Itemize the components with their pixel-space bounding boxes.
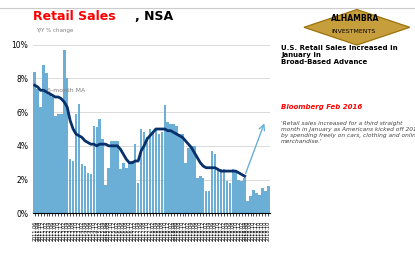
Bar [155, 129, 157, 213]
Bar [78, 104, 80, 213]
Bar [264, 191, 266, 213]
Bar [164, 106, 166, 213]
Bar [42, 65, 45, 213]
Bar [193, 146, 195, 213]
Bar [105, 185, 107, 213]
Bar [237, 179, 240, 213]
Bar [217, 170, 219, 213]
Bar [75, 114, 77, 213]
Bar [60, 114, 63, 213]
Bar [211, 151, 213, 213]
Bar [232, 170, 234, 213]
Bar [39, 107, 42, 213]
Bar [87, 173, 89, 213]
Bar [172, 124, 175, 213]
Bar [107, 168, 110, 213]
Bar [261, 188, 264, 213]
Bar [249, 196, 252, 213]
Bar [66, 79, 68, 213]
Bar [122, 163, 124, 213]
Bar [101, 139, 104, 213]
Bar [146, 138, 148, 213]
Bar [90, 174, 92, 213]
Bar [223, 170, 225, 213]
Bar [72, 161, 74, 213]
Bar [267, 186, 269, 213]
Bar [234, 171, 237, 213]
Bar [226, 181, 228, 213]
Text: U.S. Retail Sales Increased in January in
Broad-Based Advance: U.S. Retail Sales Increased in January i… [281, 45, 398, 65]
Bar [113, 141, 116, 213]
Bar [98, 119, 101, 213]
Bar [57, 114, 60, 213]
Bar [119, 170, 122, 213]
Bar [208, 191, 210, 213]
Text: INVESTMENTS: INVESTMENTS [331, 29, 376, 34]
Bar [220, 170, 222, 213]
Bar [166, 122, 169, 213]
Bar [149, 129, 151, 213]
Bar [169, 124, 172, 213]
Bar [229, 183, 231, 213]
Bar [51, 97, 54, 213]
Bar [187, 147, 190, 213]
Bar [131, 161, 134, 213]
Text: ALHAMBRA: ALHAMBRA [331, 14, 380, 23]
Bar [181, 134, 184, 213]
Bar [37, 89, 39, 213]
Bar [202, 178, 205, 213]
Bar [255, 193, 258, 213]
Bar [158, 134, 160, 213]
Bar [247, 202, 249, 213]
Bar [252, 190, 255, 213]
Bar [134, 144, 137, 213]
Bar [143, 132, 145, 213]
Bar [54, 115, 56, 213]
Polygon shape [304, 10, 410, 45]
Text: Bloomberg Feb 2016: Bloomberg Feb 2016 [281, 103, 362, 109]
Bar [93, 126, 95, 213]
Bar [81, 164, 83, 213]
Bar [176, 126, 178, 213]
Bar [140, 129, 142, 213]
Bar [178, 134, 181, 213]
Bar [34, 72, 36, 213]
Bar [125, 168, 127, 213]
Bar [161, 132, 163, 213]
Bar [205, 191, 208, 213]
Text: Retail Sales: Retail Sales [33, 10, 116, 23]
Bar [240, 181, 243, 213]
Bar [137, 183, 139, 213]
Bar [199, 176, 202, 213]
Bar [190, 146, 193, 213]
Text: 'Retail sales increased for a third straight
month in January as Americans kicke: 'Retail sales increased for a third stra… [281, 121, 415, 144]
Bar [128, 163, 131, 213]
Bar [95, 127, 98, 213]
Bar [110, 141, 113, 213]
Bar [63, 50, 66, 213]
Bar [184, 163, 187, 213]
Text: 6-month MA: 6-month MA [44, 88, 85, 93]
Bar [84, 166, 86, 213]
Bar [214, 154, 216, 213]
Text: Y/Y % change: Y/Y % change [36, 28, 73, 33]
Bar [196, 178, 198, 213]
Bar [45, 73, 48, 213]
Bar [116, 141, 119, 213]
Bar [243, 178, 246, 213]
Text: , NSA: , NSA [135, 10, 173, 23]
Bar [152, 131, 154, 213]
Bar [69, 159, 71, 213]
Bar [48, 95, 51, 213]
Bar [258, 195, 261, 213]
